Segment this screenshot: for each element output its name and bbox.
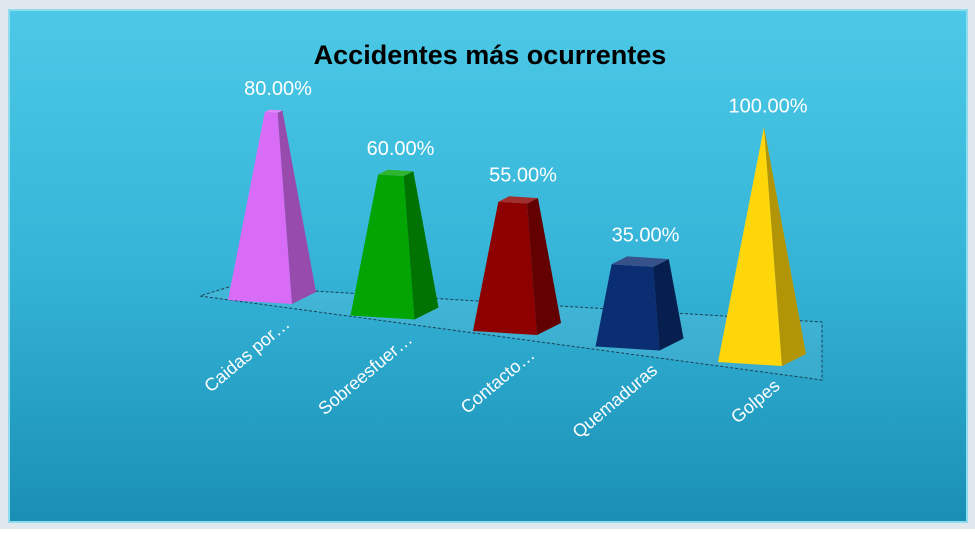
pyramid-side	[527, 198, 561, 335]
pyramid-front	[228, 112, 292, 304]
pyramid	[228, 109, 316, 305]
pyramid-side	[277, 110, 316, 305]
pyramid-side	[764, 127, 806, 366]
pyramid-top-light	[498, 196, 538, 204]
data-label: 35.00%	[612, 225, 680, 247]
pyramid-side	[403, 171, 439, 320]
pyramid-top	[378, 169, 414, 177]
pyramid-front	[350, 174, 415, 320]
pyramid-top	[498, 196, 538, 204]
pyramid-side-shade	[764, 127, 806, 366]
data-label: 100.00%	[729, 95, 808, 117]
data-label: 55.00%	[489, 165, 557, 187]
pyramid	[350, 169, 439, 320]
pyramid-side-shade	[277, 110, 316, 305]
pyramid-front	[595, 264, 660, 351]
pyramid-top-light	[611, 256, 669, 267]
pyramid-top	[264, 109, 283, 113]
pyramid-front	[473, 201, 537, 335]
data-label: 60.00%	[367, 138, 435, 160]
pyramid	[473, 196, 561, 335]
pyramid-top-light	[264, 109, 283, 113]
pyramid	[718, 127, 806, 366]
pyramid-side-shade	[403, 171, 439, 320]
pyramid-side-shade	[653, 259, 684, 351]
data-label: 80.00%	[244, 78, 312, 100]
pyramid-top	[611, 256, 669, 267]
pyramid	[595, 256, 684, 351]
pyramid-front	[718, 127, 782, 366]
pyramid-top-light	[378, 169, 414, 177]
pyramid-side-shade	[527, 198, 561, 335]
pyramid-side	[653, 259, 684, 351]
chart-title: Accidentes más ocurrentes	[314, 40, 667, 70]
